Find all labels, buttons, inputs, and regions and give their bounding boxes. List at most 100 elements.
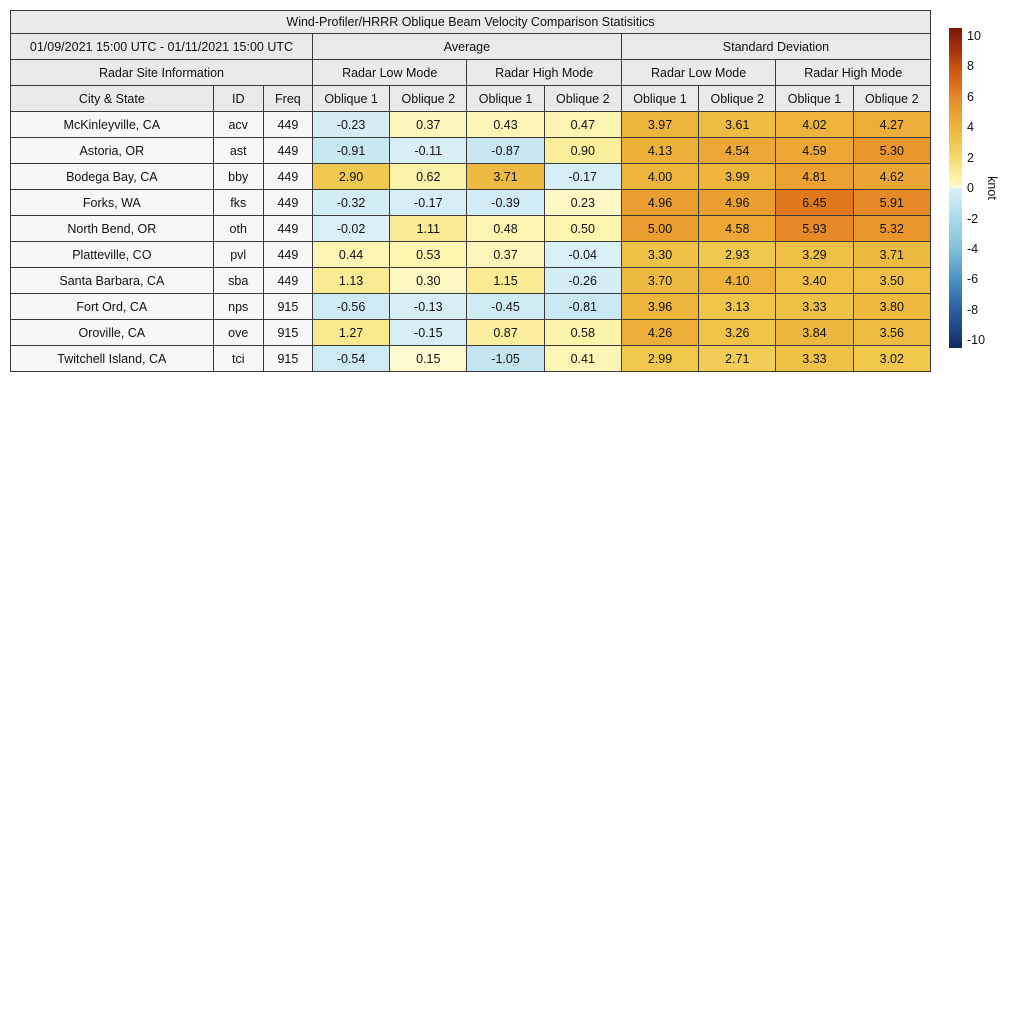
value-cell: 0.58 — [543, 319, 622, 346]
value-cell: 4.10 — [698, 267, 777, 294]
id-cell: nps — [212, 293, 264, 320]
table-row: Astoria, OR ast 449 -0.91 -0.11 -0.87 0.90 4.13… — [10, 137, 932, 164]
colorbar-tick-label: 8 — [967, 59, 974, 74]
radar-site-information: Radar Site Information — [10, 59, 313, 86]
colorbar-tick-label: 0 — [967, 181, 974, 195]
value-cell: 0.37 — [389, 111, 468, 138]
value-cell: 4.81 — [775, 163, 854, 190]
value-cell: 3.29 — [775, 241, 854, 268]
city-cell: Twitchell Island, CA — [10, 345, 214, 372]
freq-cell: 449 — [262, 215, 313, 242]
value-cell: 4.54 — [698, 137, 777, 164]
id-cell: acv — [212, 111, 264, 138]
city-cell: McKinleyville, CA — [10, 111, 214, 138]
value-cell: 2.93 — [698, 241, 777, 268]
value-cell: 3.40 — [775, 267, 854, 294]
table-row: North Bend, OR oth 449 -0.02 1.11 0.48 0.50 5.0… — [10, 215, 932, 242]
value-cell: 5.93 — [775, 215, 854, 242]
freq-cell: 915 — [262, 345, 313, 372]
value-cell: 4.27 — [852, 111, 932, 138]
id-cell: sba — [212, 267, 264, 294]
value-cell: 4.26 — [620, 319, 700, 346]
value-cell: 4.62 — [852, 163, 932, 190]
value-cell: 3.02 — [852, 345, 932, 372]
id-cell: oth — [212, 215, 264, 242]
value-cell: -0.17 — [389, 189, 468, 216]
value-cell: 0.37 — [466, 241, 545, 268]
avg-radar-high-mode: Radar High Mode — [466, 59, 622, 86]
colorbar: 10 8 6 4 2 0 -2 -4 -6 -8 -10 knot — [949, 28, 1009, 348]
col-std-low-oblique-2: Oblique 2 — [698, 85, 777, 112]
value-cell: 0.50 — [543, 215, 622, 242]
value-cell: 4.02 — [775, 111, 854, 138]
value-cell: -0.17 — [543, 163, 622, 190]
value-cell: -1.05 — [466, 345, 545, 372]
value-cell: -0.32 — [311, 189, 391, 216]
table-title: Wind-Profiler/HRRR Oblique Beam Velocity… — [10, 10, 931, 34]
value-cell: 3.70 — [620, 267, 700, 294]
id-cell: ast — [212, 137, 264, 164]
freq-cell: 449 — [262, 267, 313, 294]
value-cell: 0.41 — [543, 345, 622, 372]
value-cell: -0.54 — [311, 345, 391, 372]
value-cell: 5.30 — [852, 137, 932, 164]
freq-cell: 449 — [262, 189, 313, 216]
value-cell: 0.43 — [466, 111, 545, 138]
col-std-high-oblique-1: Oblique 1 — [775, 85, 854, 112]
freq-cell: 449 — [262, 137, 313, 164]
city-cell: Santa Barbara, CA — [10, 267, 214, 294]
colorbar-tick-label: -4 — [967, 242, 979, 256]
colorbar-tick-label: -2 — [967, 211, 979, 226]
value-cell: 3.26 — [698, 319, 777, 346]
value-cell: 0.47 — [543, 111, 622, 138]
freq-cell: 915 — [262, 293, 313, 320]
value-cell: 5.91 — [852, 189, 932, 216]
value-cell: 3.33 — [775, 345, 854, 372]
table-row: Santa Barbara, CA sba 449 1.13 0.30 1.15 -0.26… — [10, 267, 932, 294]
value-cell: 3.71 — [852, 241, 932, 268]
table-row: Twitchell Island, CA tci 915 -0.54 0.15 -1.05… — [10, 345, 932, 372]
mode-header-row: Radar Site Information Radar Low Mode Ra… — [10, 59, 931, 86]
value-cell: 3.96 — [620, 293, 700, 320]
value-cell: -0.11 — [389, 137, 468, 164]
value-cell: 1.13 — [311, 267, 391, 294]
value-cell: 0.87 — [466, 319, 545, 346]
colorbar-tick-label: 2 — [967, 150, 974, 165]
col-std-high-oblique-2: Oblique 2 — [852, 85, 932, 112]
value-cell: -0.15 — [389, 319, 468, 346]
city-cell: Oroville, CA — [10, 319, 214, 346]
table-row: Platteville, CO pvl 449 0.44 0.53 0.37 -0.04 3.… — [10, 241, 932, 268]
value-cell: 0.30 — [389, 267, 468, 294]
value-cell: 3.84 — [775, 319, 854, 346]
colorbar-tick-label: -10 — [967, 333, 986, 348]
value-cell: 0.15 — [389, 345, 468, 372]
std-radar-high-mode: Radar High Mode — [775, 59, 931, 86]
value-cell: 4.96 — [698, 189, 777, 216]
table-row: Forks, WA fks 449 -0.32 -0.17 -0.39 0.23 4.96 4.… — [10, 189, 932, 216]
value-cell: 3.50 — [852, 267, 932, 294]
table-row: Bodega Bay, CA bby 449 2.90 0.62 3.71 -0.17 4.0… — [10, 163, 932, 190]
value-cell: 1.11 — [389, 215, 468, 242]
value-cell: -0.56 — [311, 293, 391, 320]
value-cell: -0.81 — [543, 293, 622, 320]
comparison-table: Wind-Profiler/HRRR Oblique Beam Velocity… — [10, 10, 932, 372]
value-cell: -0.04 — [543, 241, 622, 268]
value-cell: 0.90 — [543, 137, 622, 164]
freq-cell: 915 — [262, 319, 313, 346]
city-cell: Fort Ord, CA — [10, 293, 214, 320]
value-cell: 3.33 — [775, 293, 854, 320]
city-cell: Astoria, OR — [10, 137, 214, 164]
city-cell: Bodega Bay, CA — [10, 163, 214, 190]
colorbar-unit-label: knot — [985, 176, 999, 200]
colorbar-tick-label: -8 — [967, 302, 979, 317]
value-cell: -0.91 — [311, 137, 391, 164]
freq-cell: 449 — [262, 241, 313, 268]
col-freq: Freq — [262, 85, 313, 112]
value-cell: 5.32 — [852, 215, 932, 242]
value-cell: 1.15 — [466, 267, 545, 294]
std-radar-low-mode: Radar Low Mode — [620, 59, 777, 86]
date-range: 01/09/2021 15:00 UTC - 01/11/2021 15:00 … — [10, 33, 313, 60]
value-cell: 2.71 — [698, 345, 777, 372]
colorbar-tick-label: -6 — [967, 272, 979, 287]
